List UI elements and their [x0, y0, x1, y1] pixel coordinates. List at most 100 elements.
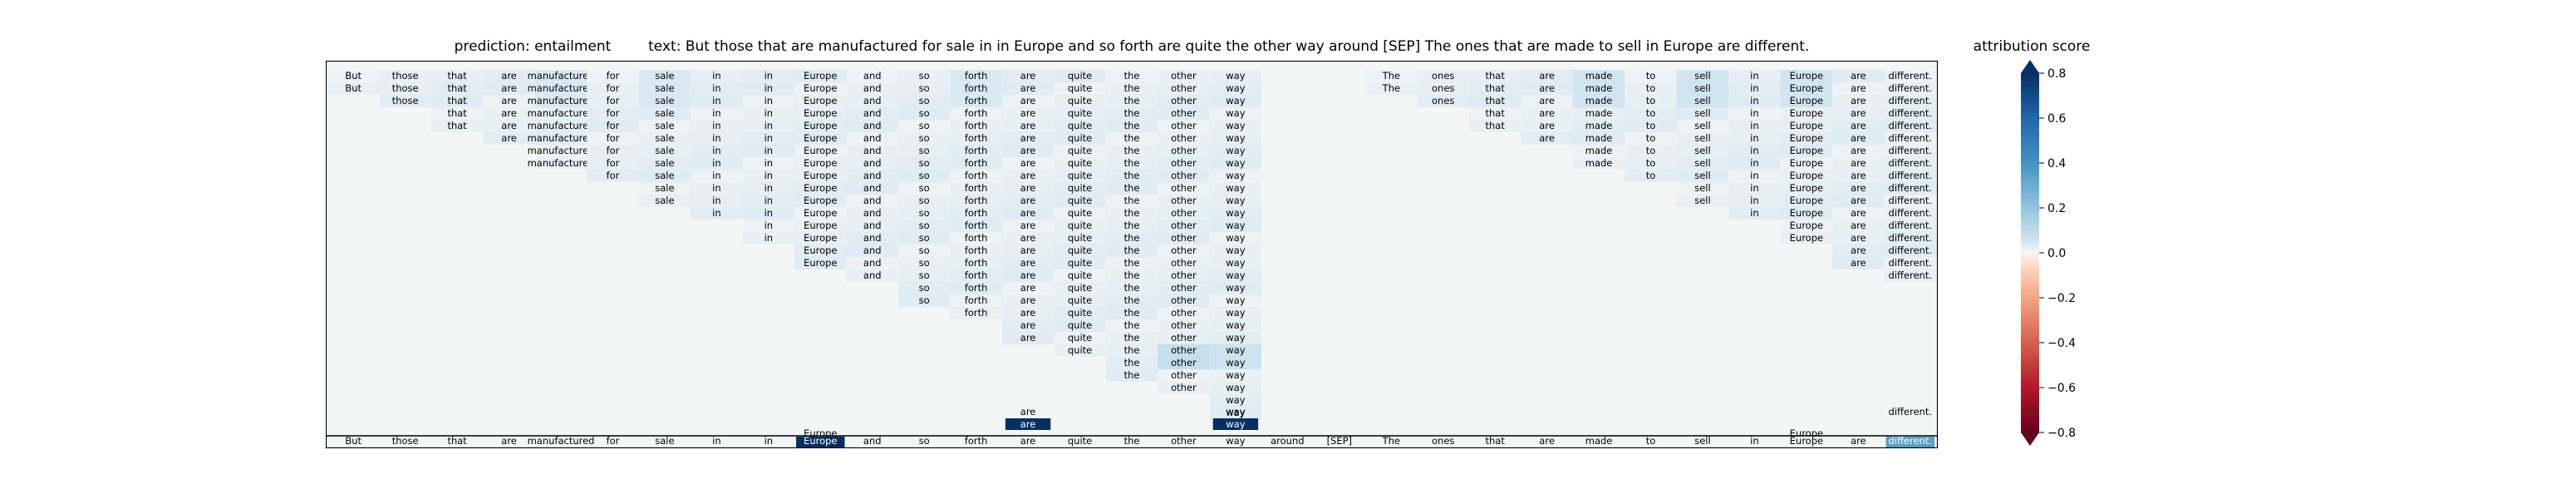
token-label: forth — [965, 120, 988, 131]
heat-cell — [1054, 344, 1106, 357]
heat-cell — [1054, 145, 1106, 157]
baseline-token: quite — [1068, 435, 1092, 447]
heat-cell — [1832, 182, 1885, 195]
heat-cell — [1417, 70, 1469, 82]
heat-cell — [1105, 332, 1158, 344]
token-label: other — [1171, 357, 1197, 368]
heat-cell — [897, 220, 951, 232]
heat-cell — [742, 157, 795, 170]
baseline-token: are — [1020, 435, 1036, 447]
token-label: Europe — [804, 145, 837, 156]
heat-cell — [950, 207, 1002, 220]
token-label: in — [1750, 170, 1758, 181]
token-label: are — [1020, 245, 1036, 256]
token-label: are — [501, 120, 517, 131]
heat-cell — [950, 257, 1002, 269]
token-label: in — [764, 107, 773, 119]
heat-cell — [846, 82, 898, 95]
token-label: way — [1226, 245, 1245, 256]
heat-cell — [1832, 232, 1885, 245]
token-label: different. — [1889, 95, 1933, 106]
token-label: and — [863, 82, 882, 94]
heat-cell — [1105, 269, 1158, 282]
token-label: Europe — [804, 245, 837, 256]
token-label: to — [1646, 145, 1656, 156]
token-label: Europe — [1790, 170, 1823, 181]
token-label: Europe — [804, 182, 837, 194]
heat-cell — [1780, 195, 1833, 207]
heat-cell — [1054, 207, 1106, 220]
heat-cell — [587, 157, 639, 170]
colorbar-tick-label: 0.6 — [2048, 112, 2066, 126]
token-label: made — [1585, 157, 1613, 169]
heat-cell — [1054, 282, 1106, 294]
token-label: the — [1124, 294, 1140, 306]
heat-cell — [1884, 157, 1936, 170]
heat-cell — [950, 182, 1002, 195]
heat-cell — [742, 195, 795, 207]
heat-cell — [1105, 220, 1158, 232]
token-label: sell — [1694, 82, 1710, 94]
heat-cell — [1417, 95, 1469, 107]
heatmap-frame — [326, 61, 1938, 448]
baseline-token: different. — [1889, 435, 1933, 447]
heat-cell — [587, 170, 639, 182]
token-label: in — [764, 70, 773, 82]
token-label: so — [919, 232, 930, 244]
heat-cell — [897, 157, 951, 170]
heat-cell — [1780, 70, 1833, 82]
colorbar-tick-label: 0.8 — [2048, 67, 2066, 81]
token-label: so — [919, 257, 930, 269]
heat-cell — [950, 82, 1002, 95]
heat-cell — [742, 232, 795, 245]
heat-cell — [638, 132, 691, 145]
token-label: are — [1851, 207, 1866, 219]
heat-cell — [950, 70, 1002, 82]
heat-cell — [1625, 145, 1677, 157]
token-label: for — [607, 70, 620, 82]
token-label: the — [1124, 145, 1140, 156]
heat-cell — [1625, 95, 1677, 107]
heat-cell — [1884, 269, 1936, 282]
heat-cell — [1001, 257, 1054, 269]
token-label: way — [1226, 70, 1245, 82]
heat-cell — [534, 70, 587, 82]
colorbar-tick-label: −0.2 — [2048, 292, 2076, 305]
heat-cell — [1158, 195, 1210, 207]
baseline-token: and — [863, 435, 882, 447]
heat-cell — [1105, 319, 1158, 332]
heat-cell — [1209, 82, 1262, 95]
heat-cell — [846, 195, 898, 207]
colorbar-tick-label: −0.6 — [2048, 382, 2076, 395]
token-label: in — [1750, 70, 1758, 82]
heat-cell — [794, 182, 847, 195]
token-label: other — [1171, 232, 1197, 244]
heat-cell — [846, 220, 898, 232]
heat-cell — [1572, 82, 1625, 95]
token-label: the — [1124, 357, 1140, 368]
heat-cell — [1105, 307, 1158, 319]
heat-cell — [1832, 207, 1885, 220]
heat-cell — [1158, 70, 1210, 82]
heat-cell — [1832, 107, 1885, 120]
token-label: way — [1226, 232, 1245, 244]
heat-cell — [1209, 132, 1262, 145]
token-label: way — [1226, 307, 1245, 319]
heat-cell — [1521, 95, 1573, 107]
heat-cell — [846, 232, 898, 245]
heat-cell — [691, 157, 743, 170]
token-label: made — [1585, 145, 1613, 156]
heat-cell — [897, 95, 951, 107]
token-label: are — [501, 95, 517, 106]
heat-cell — [638, 145, 691, 157]
token-label: way — [1226, 332, 1245, 343]
heat-cell — [1001, 207, 1054, 220]
token-label: Europe — [1790, 95, 1823, 106]
token-label: the — [1124, 307, 1140, 319]
heat-cell — [1001, 107, 1054, 120]
heat-cell — [1884, 82, 1936, 95]
token-label: the — [1124, 107, 1140, 119]
heat-cell — [1001, 195, 1054, 207]
heat-cell — [1728, 82, 1781, 95]
heat-cell — [1780, 207, 1833, 220]
